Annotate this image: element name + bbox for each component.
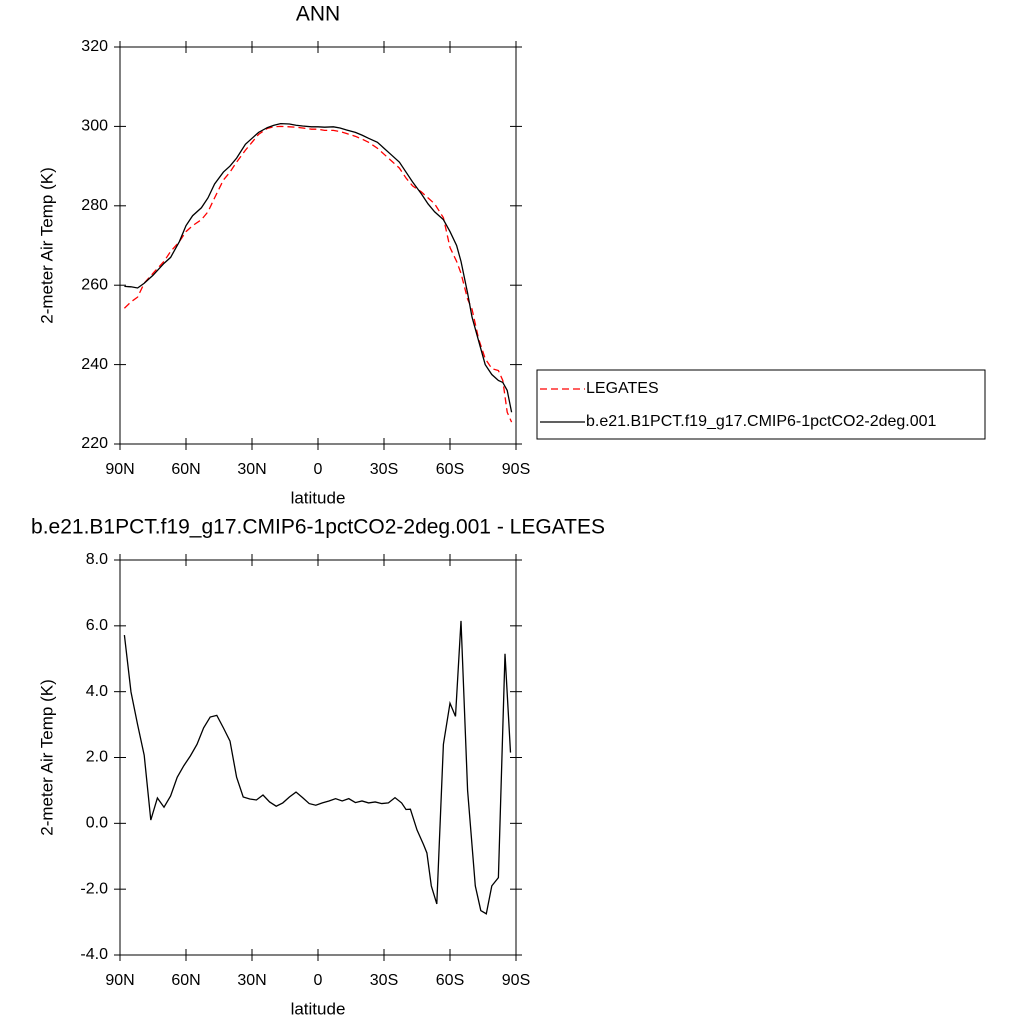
x-tick-label: 90S: [502, 972, 530, 989]
x-tick-label: 0: [314, 972, 323, 989]
chart-title: b.e21.B1PCT.f19_g17.CMIP6-1pctCO2-2deg.0…: [31, 516, 605, 539]
x-axis-label: latitude: [291, 999, 346, 1018]
y-tick-label: 220: [81, 435, 108, 452]
chart-title: ANN: [296, 3, 340, 26]
series-line: [123, 125, 513, 423]
x-axis-label: latitude: [291, 488, 346, 507]
series-line: [123, 620, 512, 915]
x-tick-label: 90S: [502, 461, 530, 478]
y-tick-label: 260: [81, 276, 108, 293]
x-tick-label: 60N: [171, 461, 200, 478]
y-axis-label: 2-meter Air Temp (K): [37, 679, 56, 836]
legend-label: b.e21.B1PCT.f19_g17.CMIP6-1pctCO2-2deg.0…: [586, 413, 937, 430]
plot-frame: [119, 46, 517, 445]
y-tick-label: 240: [81, 356, 108, 373]
x-tick-label: 90N: [105, 972, 134, 989]
y-tick-label: 8.0: [86, 551, 108, 568]
plot-frame: [119, 559, 517, 956]
y-tick-label: 280: [81, 197, 108, 214]
x-tick-label: 0: [314, 461, 323, 478]
y-tick-label: -2.0: [80, 880, 108, 897]
y-tick-label: 4.0: [86, 683, 108, 700]
x-tick-label: 60S: [436, 461, 464, 478]
x-tick-label: 30S: [370, 461, 398, 478]
y-tick-label: 2.0: [86, 749, 108, 766]
x-tick-label: 30S: [370, 972, 398, 989]
y-tick-label: 300: [81, 118, 108, 135]
x-tick-label: 60S: [436, 972, 464, 989]
x-tick-label: 60N: [171, 972, 200, 989]
y-tick-label: -4.0: [80, 946, 108, 963]
x-tick-label: 90N: [105, 461, 134, 478]
legend-box: [536, 369, 986, 440]
x-tick-label: 30N: [237, 461, 266, 478]
y-tick-label: 6.0: [86, 617, 108, 634]
y-axis-label: 2-meter Air Temp (K): [37, 167, 56, 324]
x-tick-label: 30N: [237, 972, 266, 989]
legend-label: LEGATES: [586, 380, 659, 397]
y-tick-label: 320: [81, 38, 108, 55]
series-line: [124, 122, 513, 413]
y-tick-label: 0.0: [86, 815, 108, 832]
